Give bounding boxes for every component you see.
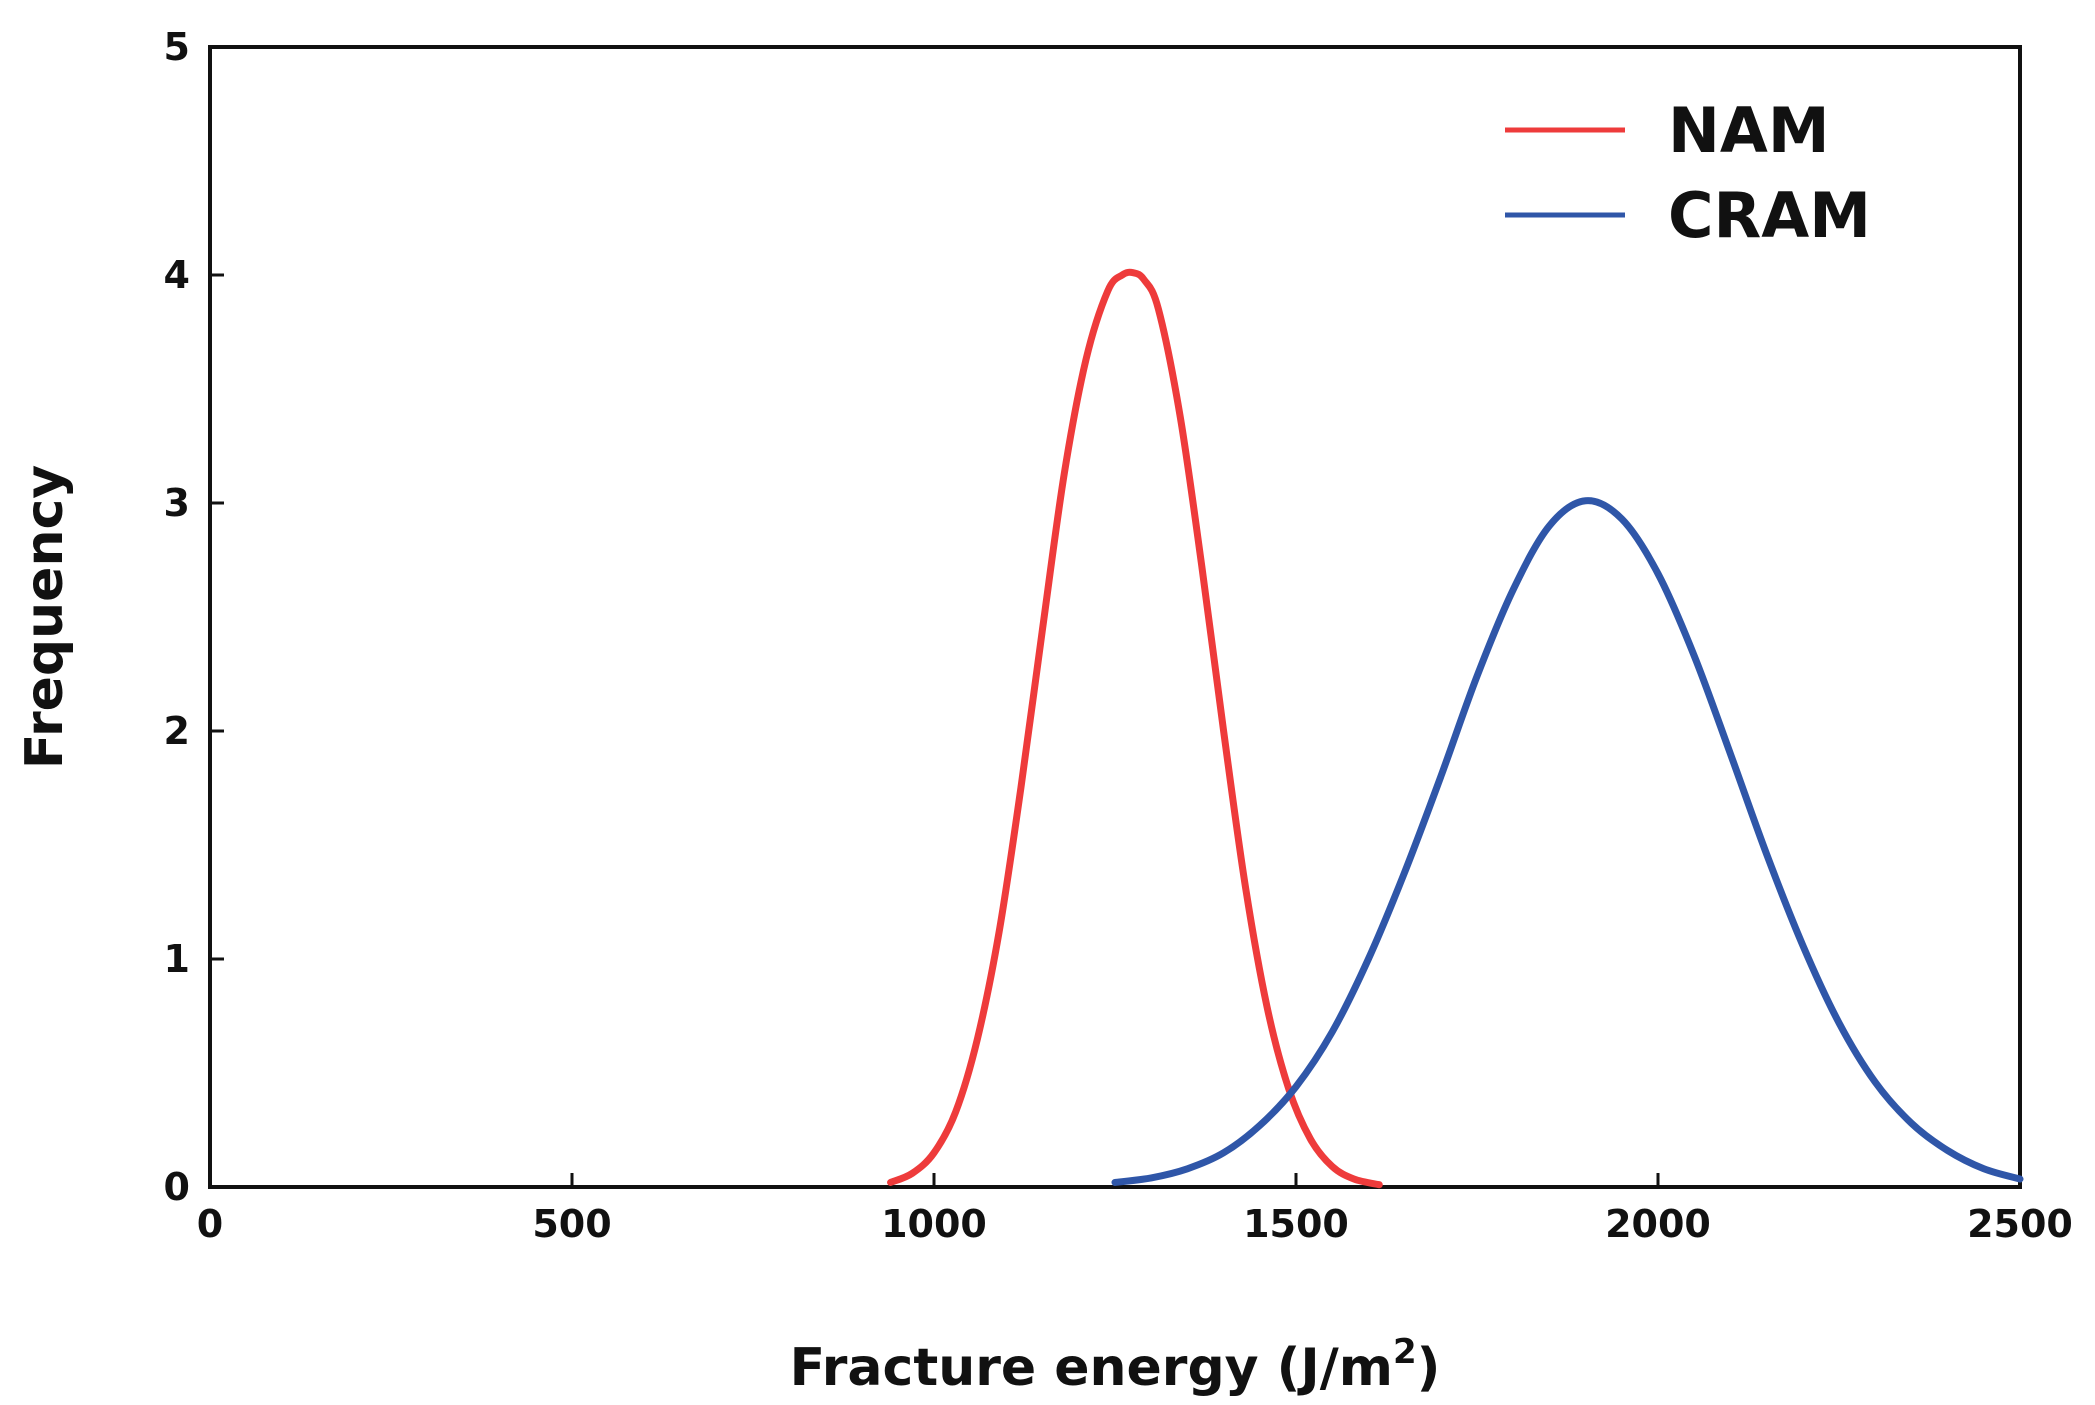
x-tick-label-500: 500 (532, 1202, 611, 1246)
legend-label-cram: CRAM (1668, 179, 1871, 252)
x-tick-label-1000: 1000 (881, 1202, 987, 1246)
series-layer (887, 268, 2024, 1189)
x-tick-label-0: 0 (197, 1202, 223, 1246)
x-tick-label-2000: 2000 (1605, 1202, 1711, 1246)
y-axis-ticks: 0 1 2 3 4 5 (164, 25, 224, 1209)
y-tick-label-4: 4 (164, 253, 190, 297)
x-axis-title-superscript: 2 (1393, 1332, 1417, 1372)
x-tick-label-2500: 2500 (1967, 1202, 2073, 1246)
plot-frame (208, 45, 2022, 1189)
x-axis-title-main: Fracture energy (J/m (790, 1338, 1393, 1398)
y-tick-label-0: 0 (164, 1165, 190, 1209)
x-axis-title: Fracture energy (J/m2) (790, 1332, 1441, 1398)
x-axis-title-suffix: ) (1417, 1338, 1441, 1398)
x-tick-label-1500: 1500 (1243, 1202, 1349, 1246)
legend-label-nam: NAM (1668, 94, 1830, 167)
y-tick-label-1: 1 (164, 937, 190, 981)
y-tick-label-5: 5 (164, 25, 190, 69)
series-line-cram (1111, 497, 2024, 1186)
series-line-nam (887, 268, 1383, 1189)
y-tick-label-2: 2 (164, 709, 190, 753)
y-axis-title: Frequency (15, 465, 75, 769)
legend: NAM CRAM (1505, 94, 1871, 252)
x-axis-ticks: 0 500 1000 1500 2000 2500 (197, 1173, 2073, 1246)
y-tick-label-3: 3 (164, 481, 190, 525)
